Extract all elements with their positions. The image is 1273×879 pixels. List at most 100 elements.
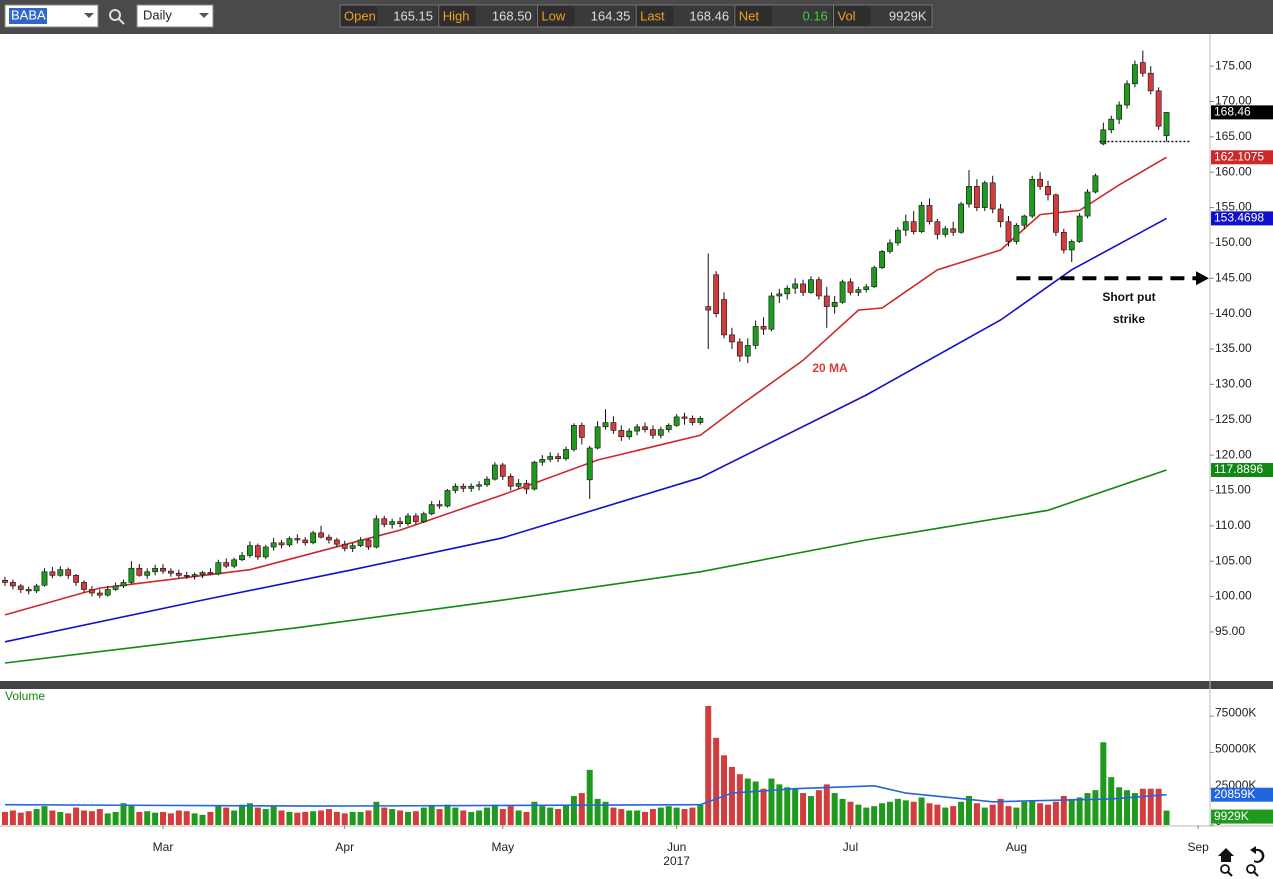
candle-body	[1060, 232, 1067, 251]
volume-bar	[1021, 801, 1028, 825]
volume-bar	[389, 809, 396, 825]
candle-body	[215, 562, 222, 575]
interval-select[interactable]	[136, 4, 214, 28]
candle-body	[1108, 118, 1115, 131]
candle-body	[507, 476, 514, 487]
candle-body	[310, 532, 317, 544]
dropdown-arrow[interactable]	[199, 13, 209, 18]
quote-label: Low	[541, 8, 565, 23]
candle-body	[863, 286, 870, 290]
candle-body	[318, 532, 324, 538]
volume-bar	[863, 807, 870, 825]
candle-body	[365, 539, 372, 548]
volume-bar	[839, 798, 846, 825]
value-box-label: 117.8896	[1214, 462, 1263, 476]
volume-bar	[381, 807, 388, 825]
candle-body	[1037, 178, 1044, 187]
volume-bar	[357, 811, 364, 825]
candle-body	[578, 425, 585, 438]
value-box	[1211, 809, 1273, 824]
candle-body	[1005, 221, 1012, 242]
arrow-head	[1196, 271, 1209, 286]
candle-body	[618, 430, 625, 438]
annotation: Short put	[1102, 290, 1155, 304]
search-icon[interactable]	[109, 9, 121, 21]
volume-bar	[333, 811, 340, 825]
volume-bar	[1076, 797, 1083, 825]
candle-body	[499, 464, 506, 477]
candle-body	[989, 182, 996, 210]
annotation: strike	[1113, 312, 1145, 326]
candle-body	[800, 283, 806, 293]
zoom-handle	[1253, 871, 1259, 877]
candle-body	[207, 572, 214, 575]
candle-body	[1116, 104, 1123, 120]
candle-body	[57, 569, 64, 576]
candle-body	[302, 539, 309, 544]
candle-body	[650, 429, 656, 436]
candle-body	[191, 574, 198, 577]
ma-line	[4, 469, 1167, 664]
candle-body	[168, 570, 174, 574]
volume-bar	[815, 790, 822, 825]
y-tick-label: 170.00	[1215, 94, 1252, 108]
value-box	[1211, 150, 1273, 165]
candle-body	[223, 562, 230, 567]
quote-label: Last	[640, 8, 665, 23]
candle-body	[973, 186, 980, 208]
annotation: 20 MA	[812, 361, 848, 375]
volume-bar	[428, 806, 435, 825]
volume-bar	[721, 755, 728, 825]
candle-body	[894, 229, 901, 244]
candle-body	[784, 287, 791, 295]
volume-bar	[531, 801, 538, 825]
volume-bar	[752, 781, 759, 825]
volume-bar	[523, 811, 530, 825]
volume-bar	[578, 793, 585, 825]
candle-body	[926, 205, 933, 223]
candle-body	[33, 585, 40, 592]
candle-body	[468, 485, 475, 489]
volume-bar	[926, 803, 933, 825]
candle-body	[610, 422, 617, 431]
volume-bar	[96, 809, 103, 825]
zoom-in-icon[interactable]	[1220, 864, 1230, 874]
volume-bar	[728, 766, 735, 825]
volume-bar	[483, 807, 490, 825]
candle-body	[397, 521, 403, 525]
volume-bar	[1060, 795, 1067, 825]
value-box-label: 168.46	[1214, 105, 1251, 119]
candle-body	[428, 504, 435, 515]
zoom-out-icon[interactable]	[1246, 864, 1256, 874]
candle-body	[950, 228, 957, 233]
home-icon[interactable]	[1218, 848, 1234, 862]
undo-icon[interactable]	[1250, 846, 1265, 863]
candle-body	[96, 592, 103, 596]
volume-bar	[1013, 807, 1020, 825]
y-tick-label: 110.00	[1215, 518, 1251, 532]
dropdown-arrow[interactable]	[84, 13, 94, 18]
volume-bar	[1045, 804, 1052, 825]
volume-bar	[713, 737, 720, 825]
candle-body	[539, 459, 546, 463]
y-tick-label: 175.00	[1215, 58, 1252, 72]
volume-bar	[507, 806, 514, 825]
candle-body	[586, 447, 593, 481]
volume-bar	[1052, 801, 1059, 825]
quote-value-bg	[870, 6, 931, 26]
candle-body	[444, 490, 451, 507]
volume-bar	[239, 804, 246, 825]
volume-bar	[879, 803, 886, 825]
ma-line	[4, 784, 1167, 807]
candle-body	[144, 571, 151, 576]
volume-bar	[270, 806, 277, 825]
volume-bar	[1131, 793, 1138, 825]
volume-bar	[128, 804, 135, 825]
candle-body	[689, 418, 696, 423]
volume-bar	[460, 810, 467, 825]
candle-body	[744, 345, 751, 357]
quote-value: 0.16	[802, 8, 827, 23]
volume-bar	[871, 806, 878, 825]
candle-body	[942, 228, 949, 235]
